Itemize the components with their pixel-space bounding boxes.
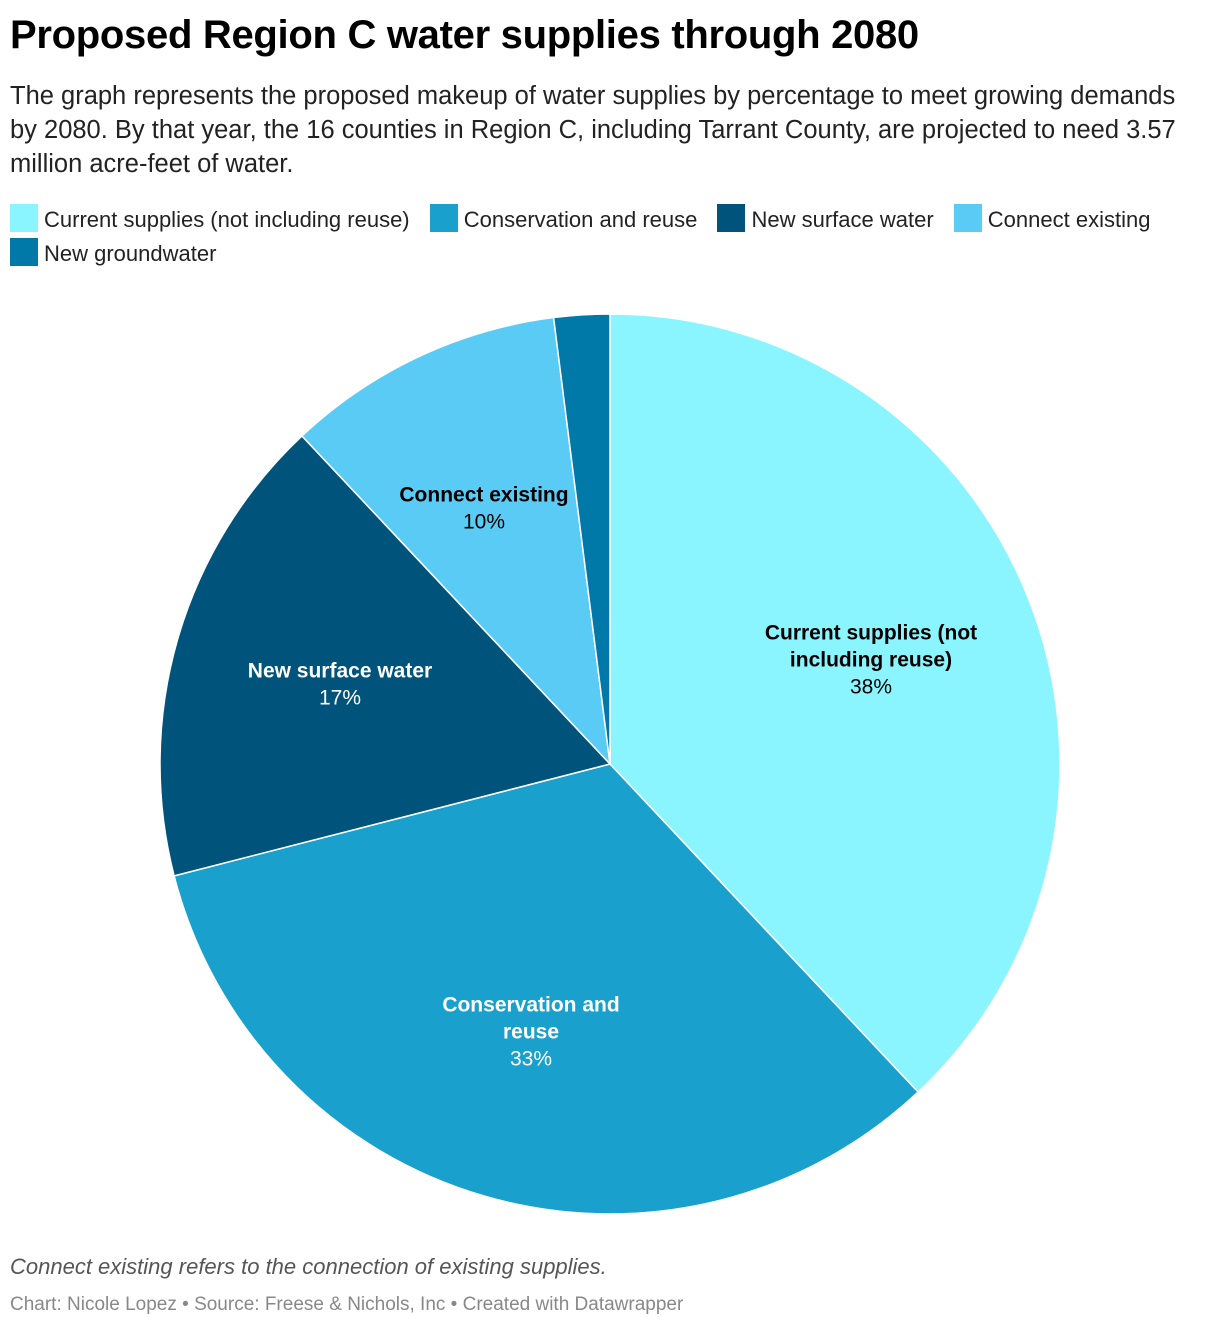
legend-swatch [953, 204, 982, 232]
legend-label: Current supplies (not including reuse) [44, 207, 410, 232]
legend-label: New groundwater [44, 241, 217, 266]
legend-item-conservation-reuse: Conservation and reuse [429, 204, 698, 232]
slice-label-pct-new-surface-water: 17% [319, 687, 361, 710]
pie-slice-connect-existing [300, 316, 612, 767]
slice-label-name-new-surface-water: New surface water [248, 660, 432, 683]
slice-label-name-connect-existing: Connect existing [399, 484, 568, 507]
pie-slice-new-surface-water [159, 434, 612, 877]
legend-swatch [10, 204, 38, 232]
chart-title: Proposed Region C water supplies through… [10, 13, 919, 57]
legend-label: Connect existing [987, 207, 1151, 232]
legend-item-new-surface-water: New surface water [717, 204, 934, 232]
chart-byline: Chart: Nicole Lopez • Source: Freese & N… [10, 1294, 684, 1315]
slice-label-pct-connect-existing: 10% [463, 511, 505, 534]
legend-item-connect-existing: Connect existing [953, 204, 1151, 232]
slice-label-name-current-supplies: including reuse) [790, 649, 952, 672]
legend-label: New surface water [751, 207, 934, 232]
legend: Current supplies (not including reuse) C… [10, 203, 1170, 271]
slice-label-name-conservation-reuse: reuse [503, 1021, 559, 1044]
legend-label: Conservation and reuse [463, 207, 698, 232]
chart-description: The graph represents the proposed makeup… [10, 82, 1176, 178]
legend-item-new-groundwater: New groundwater [10, 238, 217, 266]
pie-slice-conservation-reuse [173, 763, 920, 1215]
legend-swatch [429, 204, 458, 232]
legend-swatch [10, 238, 38, 266]
legend-swatch [717, 204, 746, 232]
pie-slice-new-groundwater [552, 313, 611, 765]
slice-label-pct-current-supplies: 38% [850, 676, 892, 699]
pie-slice-current-supplies [609, 313, 1061, 1094]
legend-item-current-supplies: Current supplies (not including reuse) [10, 204, 410, 232]
chart-note: Connect existing refers to the connectio… [10, 1254, 607, 1279]
slice-label-name-conservation-reuse: Conservation and [442, 994, 619, 1017]
slice-label-pct-conservation-reuse: 33% [510, 1048, 552, 1071]
slice-label-name-current-supplies: Current supplies (not [765, 622, 977, 645]
